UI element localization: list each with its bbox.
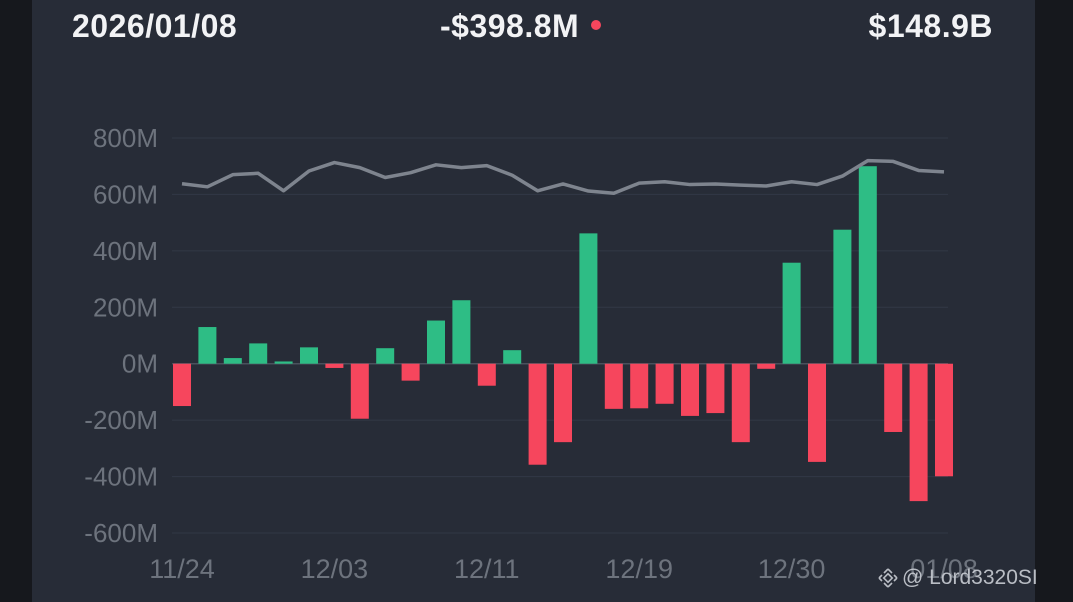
flow-bar (655, 363, 674, 404)
flow-bar (325, 363, 344, 368)
flow-bar (528, 363, 547, 465)
flow-bar (503, 350, 522, 364)
watermark-text: @ Lord3320SI (902, 566, 1038, 589)
flow-bar (858, 166, 877, 364)
total-series-line (181, 158, 945, 196)
binance-logo-icon (878, 568, 898, 588)
flow-bar (173, 363, 191, 407)
net-flow-text: -$398.8M (440, 8, 580, 44)
x-tick-label: 12/30 (758, 554, 826, 584)
y-tick-label: 400M (93, 236, 158, 266)
flow-bar (300, 347, 318, 364)
x-tick-label: 12/03 (301, 554, 369, 584)
net-flow-value: -$398.8M (440, 8, 602, 45)
flow-bar (579, 233, 598, 364)
x-tick-label: 12/19 (605, 554, 673, 584)
watermark: @ Lord3320SI (878, 566, 1038, 590)
selected-date: 2026/01/08 (72, 8, 238, 44)
flow-bar (274, 361, 293, 364)
flow-bar (833, 229, 852, 364)
flow-bar (376, 348, 395, 364)
flow-bar (808, 363, 826, 462)
flow-bar (630, 363, 649, 409)
flow-bar (884, 363, 903, 432)
flow-bar (249, 343, 268, 364)
y-tick-label: 0M (122, 349, 158, 379)
y-tick-label: 200M (93, 292, 158, 322)
flow-bar (554, 363, 572, 443)
y-tick-label: 800M (93, 123, 158, 153)
x-tick-label: 12/11 (454, 554, 520, 584)
x-tick-label: 11/24 (149, 554, 215, 584)
flow-bar (604, 363, 623, 409)
flow-bar (198, 327, 217, 364)
flow-bar (681, 363, 699, 416)
flow-bar (909, 363, 928, 502)
flow-bar (706, 363, 725, 414)
x-tick-label: 01/08 (910, 554, 978, 584)
flow-bar (731, 363, 750, 443)
total-value: $148.9B (868, 8, 993, 44)
flow-bar (427, 320, 445, 364)
flow-bar (782, 262, 801, 364)
flow-bar (757, 363, 776, 369)
y-tick-label: 600M (93, 179, 158, 209)
flow-bar (452, 300, 471, 364)
y-tick-label: -200M (84, 405, 158, 435)
flow-bar (223, 358, 242, 364)
flow-bar (935, 363, 953, 477)
y-tick-label: -600M (84, 518, 158, 548)
flow-bar (477, 363, 496, 386)
flow-bar (350, 363, 369, 419)
right-margin (1035, 0, 1073, 602)
flow-bar (401, 363, 420, 381)
negative-dot-icon (591, 19, 602, 30)
left-margin (0, 0, 32, 602)
y-tick-label: -400M (84, 462, 158, 492)
